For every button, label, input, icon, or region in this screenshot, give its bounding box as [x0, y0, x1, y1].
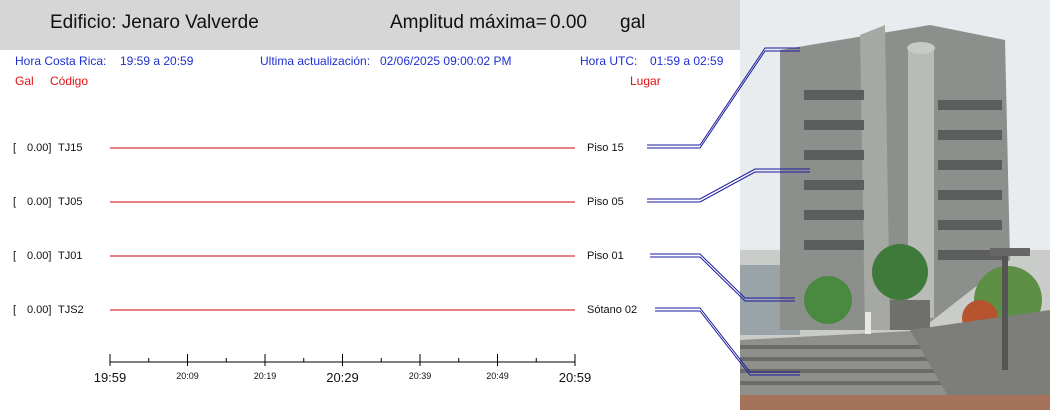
building-title: Edificio: Jenaro Valverde	[50, 12, 259, 33]
x-tick-label: 19:59	[94, 370, 127, 385]
x-tick-label: 20:39	[409, 371, 432, 381]
channel-code: TJ15	[58, 142, 83, 154]
channel-bracket: [	[13, 142, 17, 154]
channel-place: Piso 01	[587, 250, 624, 262]
header-band	[0, 0, 740, 50]
channel-value: 0.00]	[27, 250, 52, 262]
column-gal: Gal	[15, 74, 34, 88]
seismic-chart: 19:59 20:09 20:19 20:29 20:39 20:49 20:59	[94, 147, 592, 385]
channel-place: Sótano 02	[587, 304, 638, 316]
amplitude-value: 0.00	[550, 12, 587, 33]
update-label: Ultima actualización:	[260, 54, 371, 68]
column-code: Código	[50, 74, 89, 88]
channel-code: TJ01	[58, 250, 83, 262]
x-tick-label: 20:29	[326, 370, 359, 385]
update-value: 02/06/2025 09:00:02 PM	[380, 54, 512, 68]
channel-place: Piso 05	[587, 196, 624, 208]
channel-bracket: [	[13, 196, 17, 208]
channel-value: 0.00]	[27, 304, 52, 316]
cr-time-value: 19:59 a 20:59	[120, 54, 194, 68]
channel-code: TJ05	[58, 196, 83, 208]
amplitude-unit: gal	[620, 12, 646, 33]
channel-bracket: [	[13, 250, 17, 262]
channel-place: Piso 15	[587, 142, 624, 154]
x-tick-label: 20:19	[254, 371, 277, 381]
x-tick-label: 20:49	[486, 371, 509, 381]
x-tick-label: 20:59	[559, 370, 592, 385]
amplitude-label: Amplitud máxima=	[390, 12, 547, 33]
utc-time-label: Hora UTC:	[580, 54, 638, 68]
channel-value: 0.00]	[27, 142, 52, 154]
channel-bracket: [	[13, 304, 17, 316]
channel-value: 0.00]	[27, 196, 52, 208]
x-tick-label: 20:09	[176, 371, 199, 381]
building-photo	[740, 0, 1050, 410]
channel-code: TJS2	[58, 304, 84, 316]
cr-time-label: Hora Costa Rica:	[15, 54, 107, 68]
